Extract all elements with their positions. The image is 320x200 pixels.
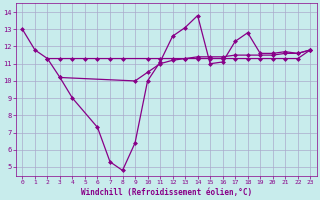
- X-axis label: Windchill (Refroidissement éolien,°C): Windchill (Refroidissement éolien,°C): [81, 188, 252, 197]
